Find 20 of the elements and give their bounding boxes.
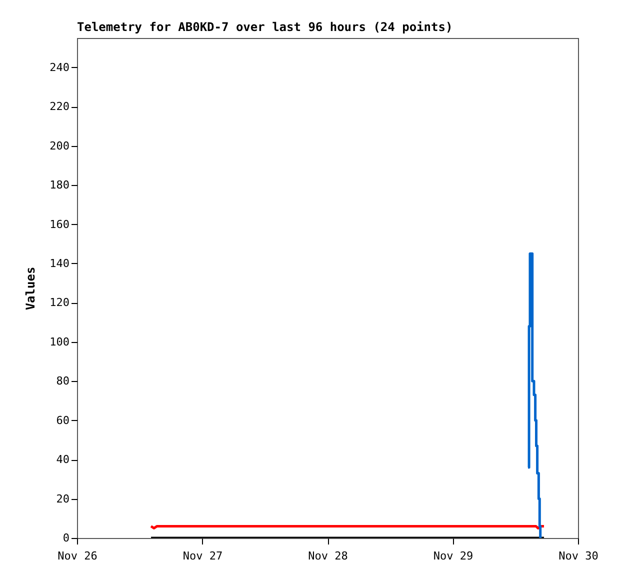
chart-title: Telemetry for AB0KD-7 over last 96 hours (24 points) xyxy=(77,20,453,34)
x-tick-label: Nov 27 xyxy=(182,550,223,562)
y-tick-label: 160 xyxy=(50,218,70,231)
x-tick-label: Nov 28 xyxy=(308,550,348,562)
y-tick-label: 120 xyxy=(50,296,70,310)
x-tick-label: Nov 29 xyxy=(433,550,474,562)
y-tick-label: 100 xyxy=(50,335,70,348)
x-tick-label: Nov 30 xyxy=(558,550,598,562)
y-tick-label: 180 xyxy=(50,178,70,192)
y-tick-label: 240 xyxy=(50,60,70,74)
y-tick-label: 220 xyxy=(50,100,70,114)
y-tick-label: 60 xyxy=(56,414,70,427)
y-tick-label: 140 xyxy=(50,256,70,270)
x-tick-label: Nov 26 xyxy=(58,550,98,562)
y-tick-label: 80 xyxy=(56,374,70,388)
y-tick-label: 0 xyxy=(62,532,70,544)
y-tick-label: 40 xyxy=(56,453,70,466)
y-tick-label: 20 xyxy=(56,492,70,506)
y-tick-label: 200 xyxy=(50,139,70,152)
y-axis-title: Values xyxy=(24,266,38,310)
